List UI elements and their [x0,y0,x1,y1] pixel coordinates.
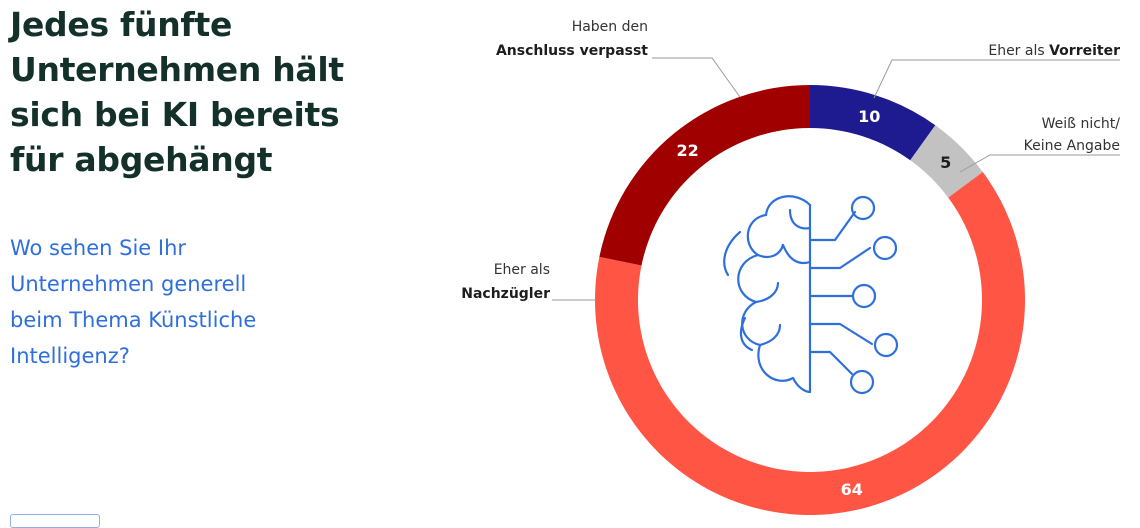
question-line: Unternehmen generell [10,272,247,296]
value-label-weiss_nicht: 5 [940,153,951,172]
slice-labels: Eher als Vorreiter Weiß nicht/Keine Angab… [461,19,1120,302]
category-label-nachzuegler: Eher als [494,262,550,278]
category-label-weiss_nicht: Weiß nicht/ [1042,116,1121,132]
value-label-vorreiter: 10 [858,107,880,126]
slice-weiss_nicht [910,125,983,198]
leader-line-weiss_nicht [959,154,1120,173]
survey-question: Wo sehen Sie Ihr Unternehmen generell be… [10,230,340,374]
title-line: Unternehmen hält [10,50,344,89]
category-label-weiss_nicht: Keine Angabe [1024,138,1120,154]
label-leaders [552,57,1120,301]
title-line: für abgehängt [10,140,273,179]
question-line: Intelligenz? [10,344,130,368]
brain-circuit-icon [723,195,899,395]
chart-title: Jedes fünfte Unternehmen hält sich bei K… [10,2,390,182]
category-label-verpasst: Anschluss verpasst [496,43,648,59]
question-line: Wo sehen Sie Ihr [10,236,187,260]
question-line: beim Thema Künstliche [10,308,257,332]
category-label-nachzuegler: Nachzügler [461,286,550,302]
title-line: Jedes fünfte [10,5,233,44]
category-label-vorreiter: Eher als Vorreiter [988,43,1120,59]
donut-slices [594,85,1025,516]
value-label-verpasst: 22 [677,141,699,160]
leader-line-verpasst [652,57,741,98]
value-label-nachzuegler: 64 [841,480,863,499]
slice-verpasst [599,85,810,266]
slice-nachzuegler [594,172,1025,516]
leader-line-vorreiter [873,59,1120,99]
slice-values: 10 5 64 22 [677,107,952,499]
title-line: sich bei KI bereits [10,95,340,134]
slice-vorreiter [810,85,936,161]
category-label-verpasst: Haben den [572,19,648,35]
